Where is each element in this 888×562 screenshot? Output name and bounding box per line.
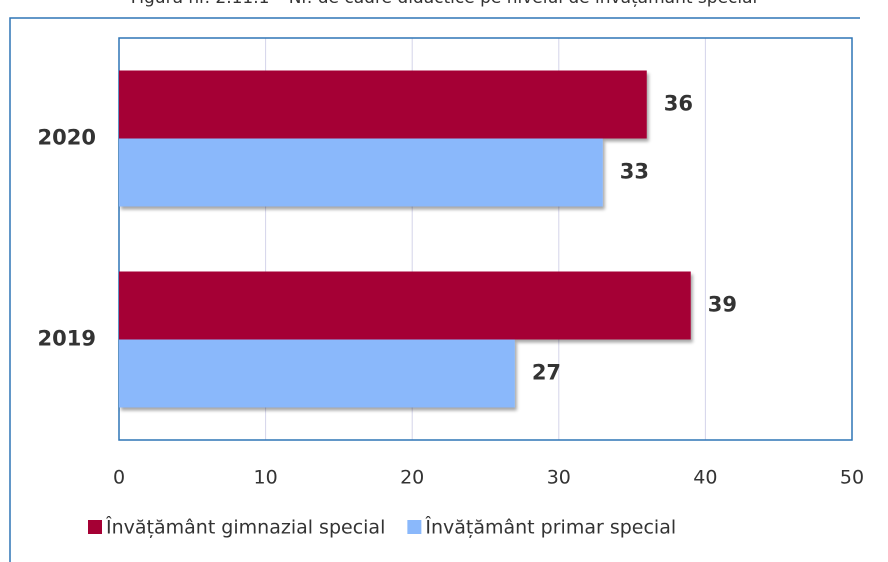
legend-swatch [88, 520, 102, 534]
legend-label: Învățământ primar special [424, 516, 676, 539]
x-tick-label: 20 [400, 467, 424, 489]
bar [119, 339, 515, 408]
value-label: 39 [708, 293, 737, 317]
plot-border [118, 37, 853, 441]
x-tick-label: 50 [840, 467, 864, 489]
bar [119, 271, 691, 340]
y-tick-label: 2020 [38, 126, 96, 150]
chart-title: Figura nr. 2.11.1 – Nr. de cadre didacti… [131, 0, 758, 8]
value-label: 27 [532, 361, 561, 385]
legend-swatch [407, 520, 422, 534]
x-tick-label: 0 [113, 467, 125, 489]
x-tick-label: 10 [254, 467, 278, 489]
bar [119, 70, 647, 139]
y-tick-label: 2019 [38, 327, 96, 351]
bar [119, 138, 603, 207]
frame [9, 17, 860, 562]
x-tick-label: 40 [693, 467, 717, 489]
legend-label: Învățământ gimnazial special [105, 516, 385, 539]
x-tick-label: 30 [547, 467, 571, 489]
value-label: 36 [664, 92, 693, 116]
value-label: 33 [620, 160, 649, 184]
